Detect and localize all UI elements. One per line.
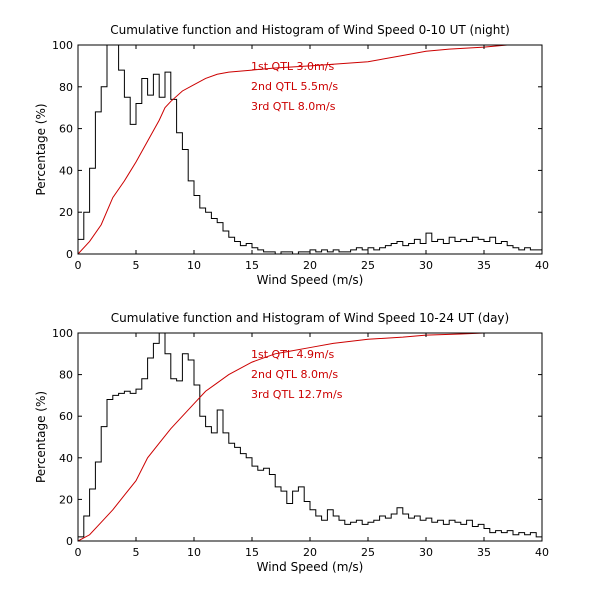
chart-2-quartile-annotation: 3rd QTL 12.7m/s <box>251 388 343 401</box>
chart-1-group: 0 5 10 15 20 25 30 35 40 0 20 40 60 80 100 Cumulative f… <box>34 23 549 287</box>
chart-1-quartile-annotation: 1st QTL 3.0m/s <box>251 60 334 73</box>
chart-1-xtick-label: 40 <box>535 259 549 272</box>
chart-1-ytick-label: 100 <box>52 39 73 52</box>
chart-2-xtick-label: 0 <box>75 546 82 559</box>
chart-1-ytick-label: 0 <box>66 248 73 261</box>
chart-2-ytick-label: 20 <box>59 493 73 506</box>
chart-2-xtick-label: 40 <box>535 546 549 559</box>
chart-2-quartile-annotation: 2nd QTL 8.0m/s <box>251 368 338 381</box>
chart-1-xlabel: Wind Speed (m/s) <box>257 273 364 287</box>
chart-1-quartile-annotation: 2nd QTL 5.5m/s <box>251 80 338 93</box>
chart-1-xtick-label: 10 <box>187 259 201 272</box>
chart-2-cumulative-line <box>78 333 542 541</box>
chart-1-xtick-label: 35 <box>477 259 491 272</box>
chart-2-title: Cumulative function and Histogram of Win… <box>111 311 509 325</box>
chart-1-plot-area <box>78 45 542 254</box>
chart-2-xtick-label: 25 <box>361 546 375 559</box>
chart-1-quartile-annotation: 3rd QTL 8.0m/s <box>251 100 336 113</box>
chart-1-histogram <box>78 45 542 254</box>
chart-2-ytick-label: 60 <box>59 410 73 423</box>
chart-1-xtick-label: 25 <box>361 259 375 272</box>
chart-1-ytick-label: 80 <box>59 81 73 94</box>
chart-2-ytick-label: 0 <box>66 535 73 548</box>
chart-1-ytick-label: 20 <box>59 206 73 219</box>
chart-1-xtick-label: 15 <box>245 259 259 272</box>
chart-2-xtick-label: 5 <box>133 546 140 559</box>
chart-1-title: Cumulative function and Histogram of Win… <box>110 23 510 37</box>
chart-1-cumulative-line <box>78 45 542 254</box>
chart-2-xtick-label: 20 <box>303 546 317 559</box>
chart-2-xtick-label: 15 <box>245 546 259 559</box>
chart-2-histogram <box>78 333 542 541</box>
chart-1-xtick-label: 20 <box>303 259 317 272</box>
chart-2-xtick-label: 35 <box>477 546 491 559</box>
chart-1-xtick-label: 5 <box>133 259 140 272</box>
chart-1-xtick-label: 30 <box>419 259 433 272</box>
chart-2-ylabel: Percentage (%) <box>34 391 48 483</box>
chart-1-ylabel: Percentage (%) <box>34 103 48 195</box>
chart-2-ytick-label: 40 <box>59 452 73 465</box>
chart-1-ytick-label: 40 <box>59 164 73 177</box>
chart-2-group: 0 5 10 15 20 25 30 35 40 0 20 40 60 80 100 Cumulative f… <box>34 311 549 574</box>
chart-2-ytick-label: 100 <box>52 327 73 340</box>
chart-2-xtick-label: 10 <box>187 546 201 559</box>
chart-2-quartile-annotation: 1st QTL 4.9m/s <box>251 348 334 361</box>
chart-2-xtick-label: 30 <box>419 546 433 559</box>
chart-2-xlabel: Wind Speed (m/s) <box>257 560 364 574</box>
chart-1-xtick-label: 0 <box>75 259 82 272</box>
chart-1-ytick-label: 60 <box>59 123 73 136</box>
chart-2-ytick-label: 80 <box>59 369 73 382</box>
